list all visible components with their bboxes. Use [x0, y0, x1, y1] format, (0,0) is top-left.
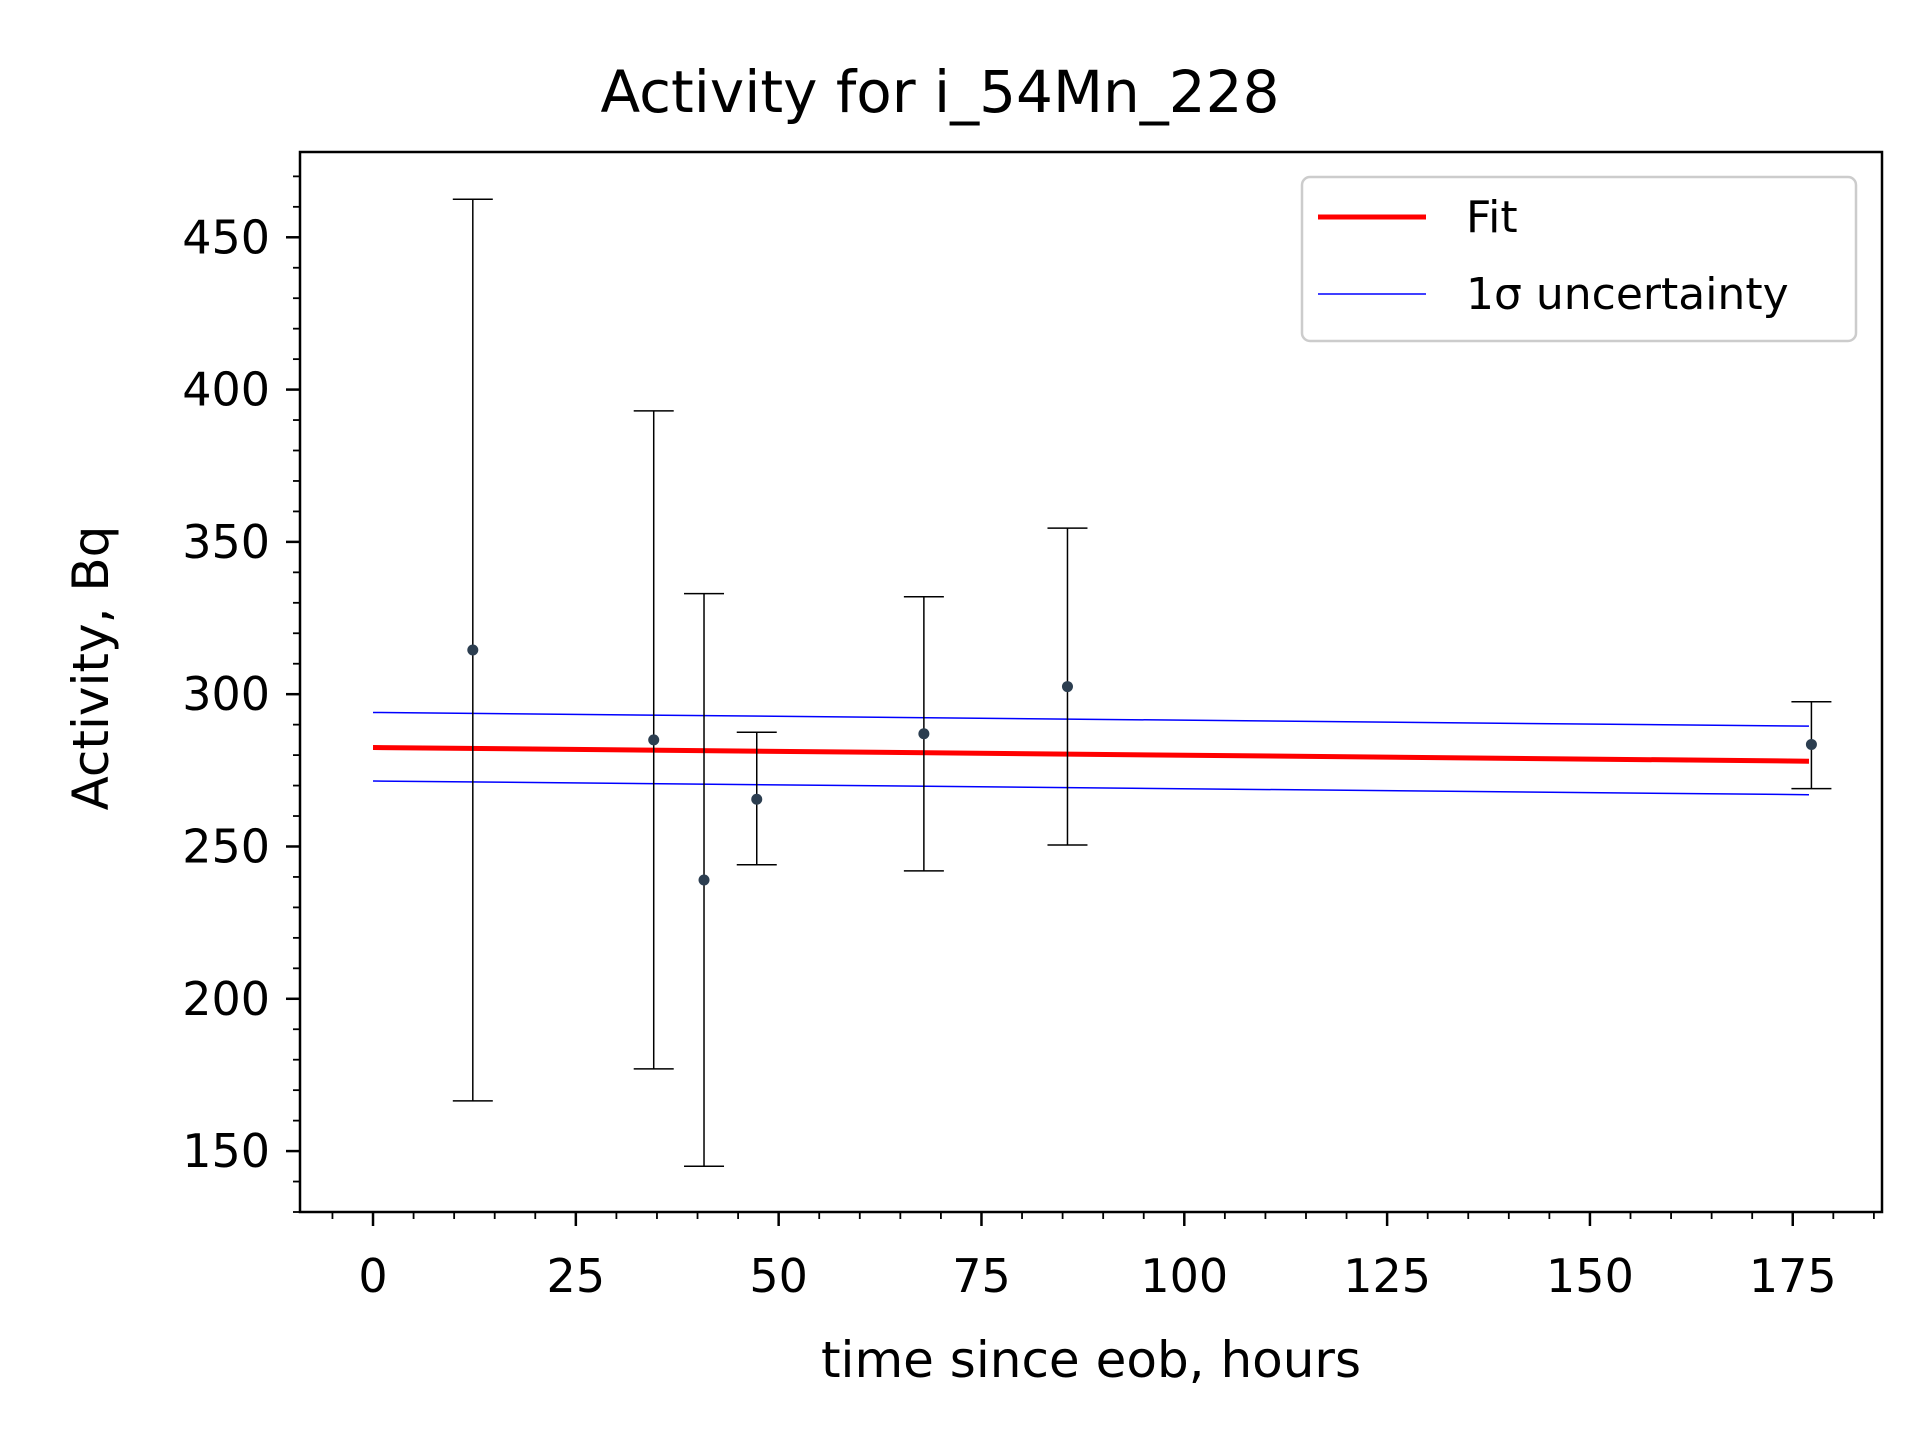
x-tick-label: 175 — [1749, 1249, 1837, 1303]
data-point-group — [452, 198, 493, 1102]
y-tick-label: 350 — [182, 515, 270, 569]
legend: Fit 1σ uncertainty — [1300, 175, 1858, 343]
data-point — [698, 874, 710, 886]
data-point-group — [736, 731, 777, 866]
y-tick-label: 250 — [182, 819, 270, 873]
uncertainty-lower-line — [373, 780, 1809, 796]
legend-box — [1300, 175, 1858, 343]
y-axis-label: Activity, Bq — [62, 526, 120, 811]
y-axis: 150 200 250 300 350 400 450 — [182, 175, 300, 1213]
legend-fit-label: Fit — [1466, 192, 1518, 243]
uncertainty-upper-line — [373, 711, 1809, 727]
data-point-group — [1791, 701, 1832, 790]
x-axis-label: time since eob, hours — [821, 1331, 1361, 1389]
x-tick-label: 25 — [547, 1249, 606, 1303]
plot-area — [372, 198, 1832, 1168]
y-tick-label: 200 — [182, 972, 270, 1026]
x-tick-label: 125 — [1343, 1249, 1431, 1303]
x-tick-label: 75 — [952, 1249, 1011, 1303]
data-point — [467, 644, 479, 656]
data-point — [648, 734, 660, 746]
x-axis: 0 25 50 75 100 125 150 175 — [331, 1212, 1875, 1303]
data-point-group — [1047, 527, 1088, 846]
data-point — [1061, 681, 1073, 693]
data-point — [751, 793, 763, 805]
x-tick-label: 150 — [1546, 1249, 1634, 1303]
y-tick-label: 400 — [182, 363, 270, 417]
data-point — [1805, 738, 1817, 750]
y-tick-label: 300 — [182, 667, 270, 721]
y-tick-label: 450 — [182, 210, 270, 264]
plot-frame — [298, 150, 1884, 1214]
data-point-group — [903, 595, 944, 872]
x-tick-label: 100 — [1140, 1249, 1228, 1303]
legend-uncertainty-label: 1σ uncertainty — [1466, 269, 1789, 320]
chart-title: Activity for i_54Mn_228 — [601, 58, 1280, 126]
x-tick-label: 0 — [358, 1249, 387, 1303]
data-point — [918, 728, 930, 740]
y-tick-label: 150 — [182, 1124, 270, 1178]
data-point-group — [633, 410, 674, 1070]
x-tick-label: 50 — [749, 1249, 808, 1303]
fit-line — [372, 744, 1810, 764]
data-point-group — [684, 592, 725, 1168]
